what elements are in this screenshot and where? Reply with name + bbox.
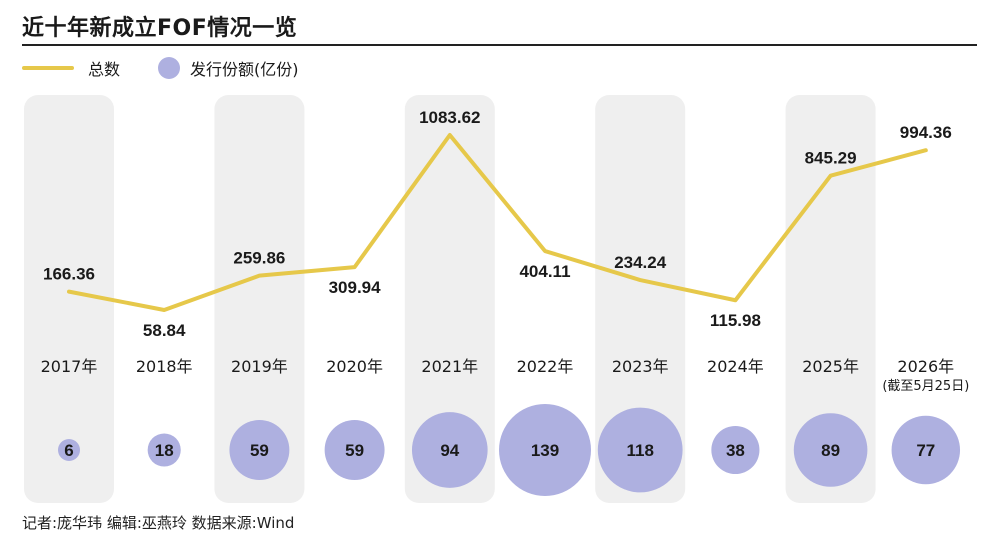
x-tick-label: 2024年 (707, 357, 764, 376)
source-footer: 记者:庞华玮 编辑:巫燕玲 数据来源:Wind (22, 514, 295, 532)
legend: 总数 发行份额(亿份) (22, 56, 299, 80)
line-value-label: 309.94 (329, 278, 382, 297)
line-value-label: 994.36 (900, 123, 952, 142)
issuance-bubble (324, 420, 385, 480)
x-tick-label: 2021年 (421, 357, 478, 376)
bubble-value-label: 59 (250, 441, 269, 460)
bubble-value-label: 59 (345, 441, 364, 460)
series-line-total (67, 133, 928, 312)
x-tick-label: 2017年 (41, 357, 98, 376)
line-value-label: 234.24 (614, 253, 667, 272)
highlight-band (785, 95, 876, 503)
bubble-value-label: 139 (531, 441, 559, 460)
line-value-label: 166.36 (43, 265, 95, 284)
issuance-bubble (711, 425, 760, 475)
issuance-bubble (499, 404, 591, 496)
highlight-band (214, 95, 305, 503)
bubble-value-label: 38 (726, 441, 745, 460)
issuance-bubble (229, 420, 290, 480)
bubble-value-label: 6 (64, 441, 73, 460)
legend-line-label: 总数 (88, 60, 121, 79)
x-tick-label: 2025年 (802, 357, 859, 376)
line-value-label: 115.98 (710, 311, 761, 330)
bubble-value-label: 18 (155, 441, 174, 460)
issuance-bubble (58, 439, 80, 461)
highlight-band (404, 95, 495, 503)
bubble-value-label: 77 (916, 441, 935, 460)
x-tick-label: 2018年 (136, 357, 193, 376)
title-divider (22, 44, 977, 46)
x-tick-label: 2022年 (517, 357, 574, 376)
x-tick-label: 2023年 (612, 357, 669, 376)
bubble-value-label: 89 (821, 441, 840, 460)
line-value-label: 845.29 (805, 149, 857, 168)
issuance-bubble (411, 412, 488, 488)
line-value-label: 404.11 (519, 262, 570, 281)
issuance-bubble (597, 407, 683, 493)
chart-title: 近十年新成立FOF情况一览 (22, 16, 298, 41)
issuance-bubble (793, 413, 868, 487)
x-tick-note: (截至5月25日) (882, 379, 969, 394)
line-value-label: 1083.62 (419, 108, 480, 127)
line-value-label: 58.84 (143, 321, 186, 340)
x-tick-label: 2019年 (231, 357, 288, 376)
line-value-label: 259.86 (233, 249, 285, 268)
issuance-bubble (891, 415, 961, 485)
highlight-band (24, 95, 114, 503)
highlight-band (595, 95, 686, 503)
bubble-value-label: 94 (440, 441, 459, 460)
x-tick-label: 2026年 (897, 357, 954, 376)
bubble-value-label: 118 (626, 441, 653, 460)
legend-bubble-label: 发行份额(亿份) (190, 60, 299, 79)
issuance-bubble (147, 433, 181, 467)
legend-bubble-swatch (158, 57, 181, 79)
legend-line-swatch (22, 66, 74, 70)
x-tick-label: 2020年 (326, 357, 383, 376)
